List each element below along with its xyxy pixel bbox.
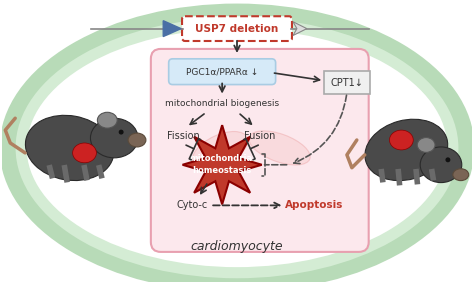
Ellipse shape xyxy=(26,115,114,181)
Circle shape xyxy=(118,130,124,135)
Ellipse shape xyxy=(365,119,447,181)
Text: mitochondrial biogenesis: mitochondrial biogenesis xyxy=(165,99,279,108)
Circle shape xyxy=(446,157,450,162)
Text: mitochondrial
homeostasis: mitochondrial homeostasis xyxy=(189,154,255,175)
Text: CPT1↓: CPT1↓ xyxy=(330,78,364,87)
Ellipse shape xyxy=(128,133,146,147)
Ellipse shape xyxy=(249,131,310,165)
Text: Cyto-c: Cyto-c xyxy=(177,200,208,210)
Text: Apoptosis: Apoptosis xyxy=(285,200,344,210)
Ellipse shape xyxy=(192,132,248,168)
Ellipse shape xyxy=(453,169,469,181)
Ellipse shape xyxy=(417,138,435,152)
Polygon shape xyxy=(163,21,181,37)
Text: Fusion: Fusion xyxy=(244,131,275,141)
FancyArrowPatch shape xyxy=(262,154,287,176)
FancyBboxPatch shape xyxy=(151,49,369,252)
Ellipse shape xyxy=(73,143,96,163)
Ellipse shape xyxy=(420,147,462,183)
Ellipse shape xyxy=(91,118,138,158)
FancyBboxPatch shape xyxy=(324,71,370,95)
Text: cardiomyocyte: cardiomyocyte xyxy=(191,241,283,254)
Text: Fission: Fission xyxy=(167,131,200,141)
Polygon shape xyxy=(182,125,262,204)
Polygon shape xyxy=(293,22,307,36)
Text: USP7 deletion: USP7 deletion xyxy=(195,23,279,34)
Ellipse shape xyxy=(97,112,117,128)
FancyBboxPatch shape xyxy=(182,16,292,41)
FancyArrowPatch shape xyxy=(213,203,280,208)
Text: PGC1α/PPARα ↓: PGC1α/PPARα ↓ xyxy=(186,67,258,76)
FancyArrowPatch shape xyxy=(294,95,346,164)
Ellipse shape xyxy=(390,130,413,150)
FancyBboxPatch shape xyxy=(169,59,275,85)
